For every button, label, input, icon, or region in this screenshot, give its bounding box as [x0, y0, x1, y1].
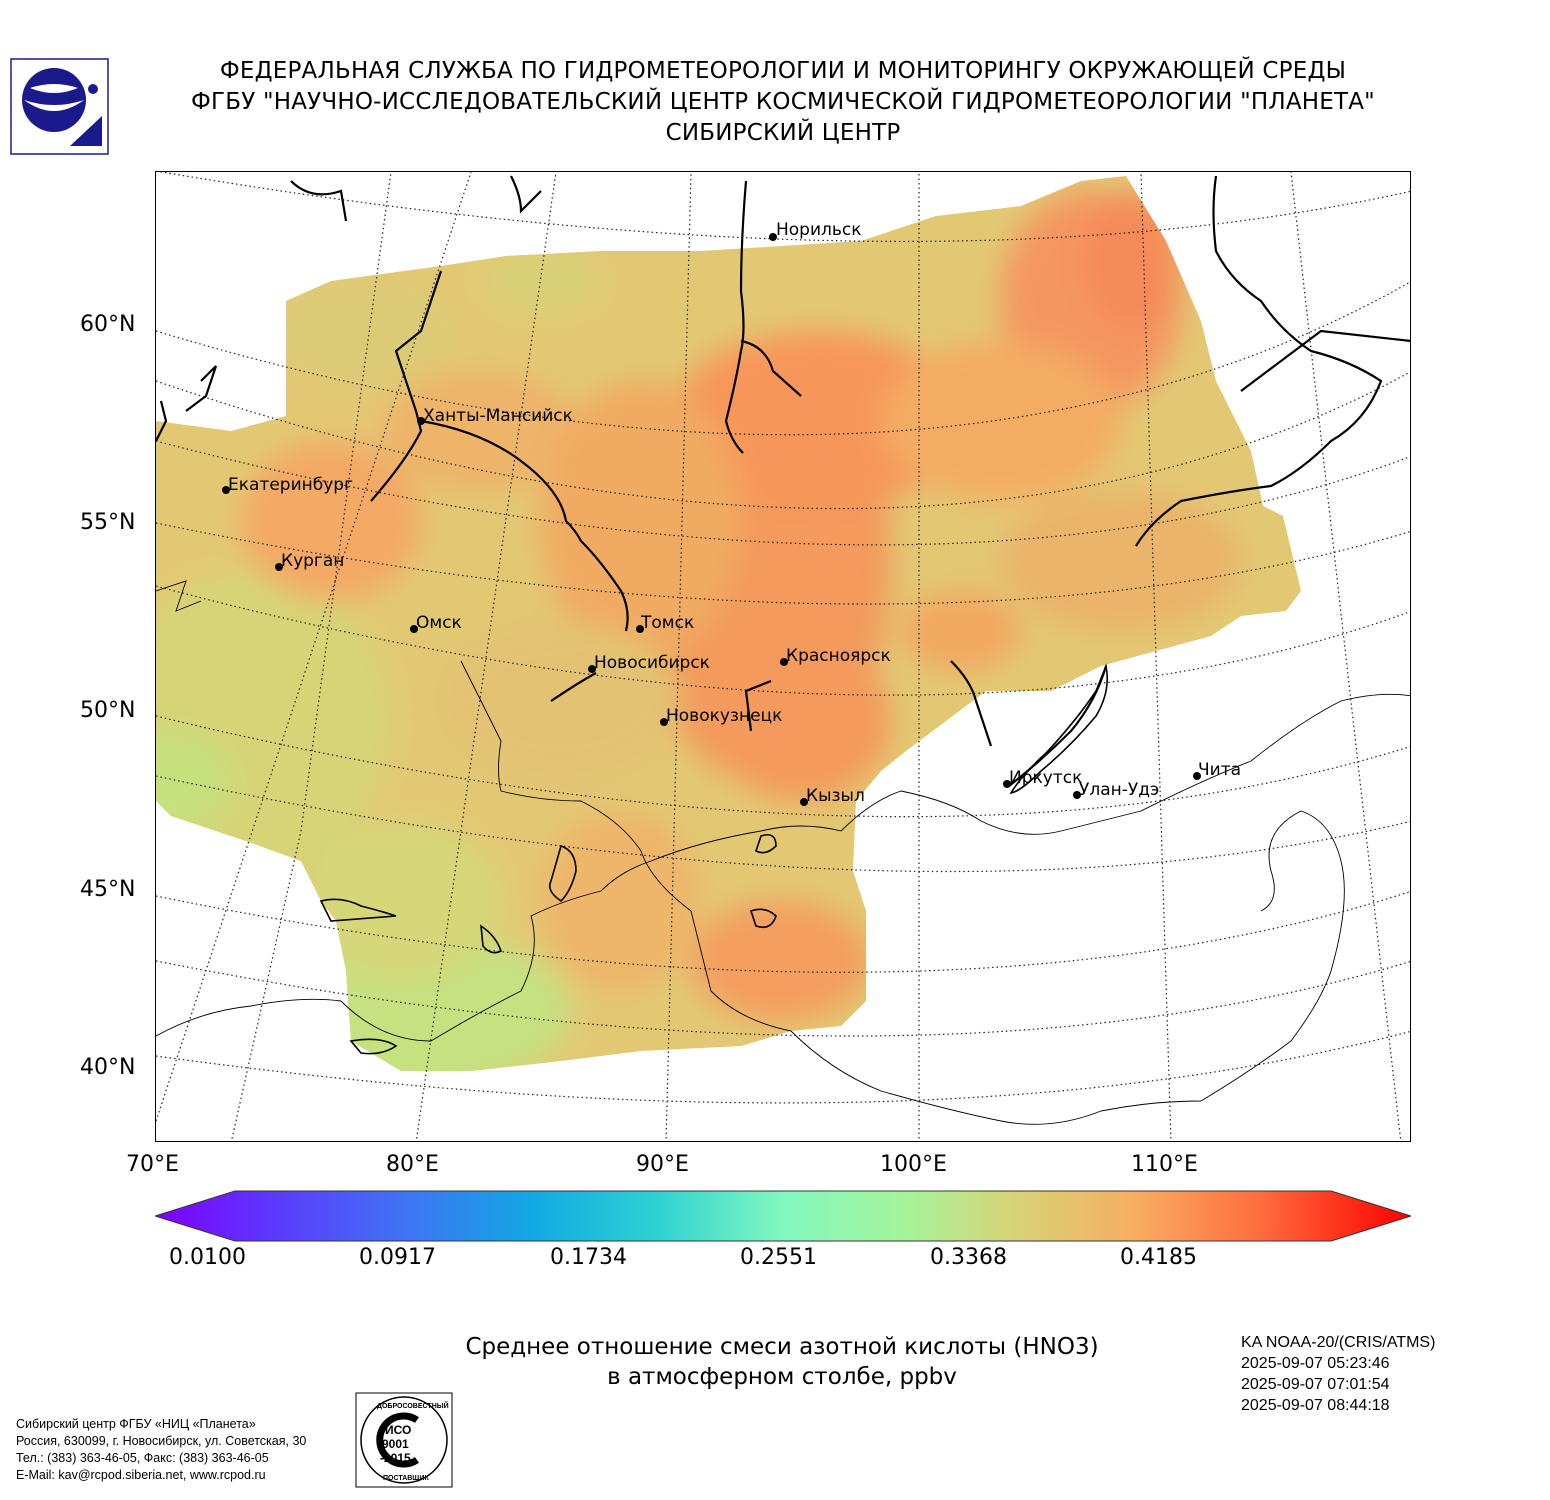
city-ekaterinburg[interactable]: Екатеринбург — [222, 475, 353, 495]
map-title: Среднее отношение смеси азотной кислоты … — [382, 1332, 1182, 1392]
satellite-info: KA NOAA-20/(CRIS/ATMS) 2025-09-07 05:23:… — [1241, 1332, 1435, 1416]
iso-top-text: ДОБРОСОВЕСТНЫЙ — [377, 1401, 449, 1410]
pass-time-2: 2025-09-07 07:01:54 — [1241, 1376, 1390, 1393]
iso-text: ИСО — [385, 1423, 411, 1437]
city-kyzyl[interactable]: Кызыл — [800, 786, 865, 806]
city-label: Омск — [416, 613, 462, 633]
iso-year: -2015 — [380, 1451, 411, 1465]
map-panel[interactable]: Норильск Ханты-Мансийск Екатеринбург Кур… — [155, 171, 1411, 1142]
lat-label-60: 60°N — [80, 312, 136, 337]
lon-label-100: 100°E — [880, 1152, 947, 1177]
city-kurgan[interactable]: Курган — [275, 551, 344, 571]
city-label: Норильск — [776, 220, 862, 240]
colorbar-tick-3: 0.1734 — [550, 1245, 627, 1270]
lat-label-50: 50°N — [80, 698, 136, 723]
iso-badge: ИСО 9001 -2015 ДОБРОСОВЕСТНЫЙ ПОСТАВЩИК — [355, 1392, 453, 1488]
colorbar-tick-2: 0.0917 — [359, 1245, 436, 1270]
header-line-2: ФГБУ "НАУЧНО-ИССЛЕДОВАТЕЛЬСКИЙ ЦЕНТР КОС… — [191, 89, 1375, 115]
rivers — [156, 175, 1410, 787]
iso-bottom-text: ПОСТАВЩИК — [383, 1475, 429, 1482]
lon-label-80: 80°E — [386, 1152, 439, 1177]
city-omsk[interactable]: Омск — [410, 613, 462, 633]
iso-number: 9001 — [382, 1437, 409, 1451]
pass-time-1: 2025-09-07 05:23:46 — [1241, 1355, 1390, 1372]
colorbar-tick-1: 0.0100 — [169, 1245, 246, 1270]
org-line-4: E-Mail: kav@rcpod.siberia.net, www.rcpod… — [16, 1468, 266, 1482]
colorbar-svg — [153, 1190, 1413, 1242]
pass-time-3: 2025-09-07 08:44:18 — [1241, 1397, 1390, 1414]
header: ФЕДЕРАЛЬНАЯ СЛУЖБА ПО ГИДРОМЕТЕОРОЛОГИИ … — [120, 56, 1446, 149]
lat-label-45: 45°N — [80, 877, 136, 902]
org-line-3: Тел.: (383) 363-46-05, Факс: (383) 363-4… — [16, 1451, 269, 1465]
colorbar-tick-6: 0.4185 — [1120, 1245, 1197, 1270]
lat-label-40: 40°N — [80, 1055, 136, 1080]
city-chita[interactable]: Чита — [1193, 760, 1241, 780]
planeta-logo — [10, 58, 109, 155]
city-label: Улан-Удэ — [1079, 780, 1159, 800]
city-markers: Норильск Ханты-Мансийск Екатеринбург Кур… — [222, 220, 1241, 806]
city-novosibirsk[interactable]: Новосибирск — [588, 653, 710, 673]
city-label: Чита — [1198, 760, 1241, 780]
organization-info: Сибирский центр ФГБУ «НИЦ «Планета» Росс… — [16, 1416, 306, 1484]
org-line-2: Россия, 630099, г. Новосибирск, ул. Сове… — [16, 1434, 307, 1448]
header-line-1: ФЕДЕРАЛЬНАЯ СЛУЖБА ПО ГИДРОМЕТЕОРОЛОГИИ … — [219, 58, 1347, 84]
city-norilsk[interactable]: Норильск — [769, 220, 862, 241]
org-line-1: Сибирский центр ФГБУ «НИЦ «Планета» — [16, 1417, 256, 1431]
colorbar-tick-4: 0.2551 — [740, 1245, 817, 1270]
city-ulan-ude[interactable]: Улан-Удэ — [1073, 780, 1159, 800]
title-line-1: Среднее отношение смеси азотной кислоты … — [465, 1334, 1099, 1360]
title-line-2: в атмосферном столбе, ppbv — [607, 1364, 957, 1390]
lon-label-110: 110°E — [1131, 1152, 1198, 1177]
city-tomsk[interactable]: Томск — [636, 613, 694, 633]
city-label: Кызыл — [806, 786, 865, 806]
header-line-3: СИБИРСКИЙ ЦЕНТР — [665, 120, 901, 146]
lakes — [319, 663, 1109, 1055]
hno3-field — [156, 176, 1301, 1071]
colorbar-tick-5: 0.3368 — [930, 1245, 1007, 1270]
map-canvas: Норильск Ханты-Мансийск Екатеринбург Кур… — [156, 172, 1410, 1141]
city-novokuznetsk[interactable]: Новокузнецк — [660, 706, 782, 726]
city-label: Томск — [640, 613, 694, 633]
city-label: Ханты-Мансийск — [423, 406, 573, 426]
satellite-name: KA NOAA-20/(CRIS/ATMS) — [1241, 1334, 1436, 1351]
city-label: Новосибирск — [594, 653, 710, 673]
city-label: Екатеринбург — [228, 475, 353, 495]
city-krasnoyarsk[interactable]: Красноярск — [780, 646, 891, 666]
lat-label-55: 55°N — [80, 510, 136, 535]
colorbar — [153, 1190, 1413, 1246]
city-label: Новокузнецк — [666, 706, 782, 726]
city-irkutsk[interactable]: Иркутск — [1003, 768, 1082, 788]
city-label: Красноярск — [786, 646, 891, 666]
lon-label-90: 90°E — [636, 1152, 689, 1177]
graticule — [156, 172, 1410, 1141]
city-khanty-mansiysk[interactable]: Ханты-Мансийск — [417, 406, 573, 426]
city-label: Курган — [281, 551, 344, 571]
lon-label-70: 70°E — [126, 1152, 179, 1177]
city-label: Иркутск — [1009, 768, 1082, 788]
borders — [156, 580, 1410, 1125]
